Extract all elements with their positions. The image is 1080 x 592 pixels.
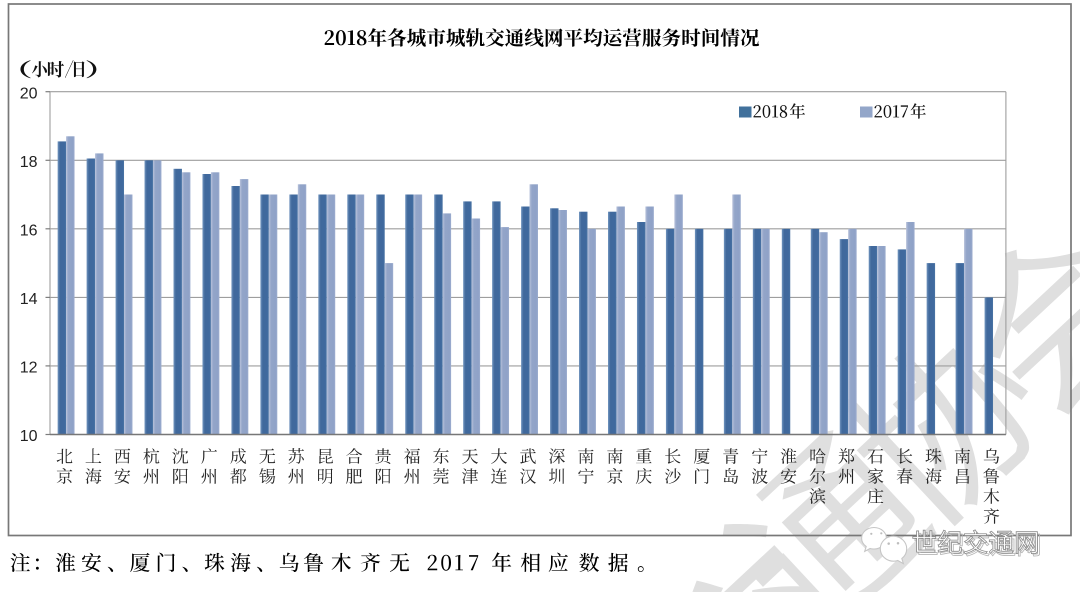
svg-text:14: 14 bbox=[20, 291, 38, 308]
svg-text:16: 16 bbox=[20, 222, 38, 239]
svg-text:10: 10 bbox=[20, 428, 38, 445]
svg-text:12: 12 bbox=[20, 360, 38, 377]
svg-text:18: 18 bbox=[20, 154, 38, 171]
svg-text:20: 20 bbox=[20, 85, 38, 102]
